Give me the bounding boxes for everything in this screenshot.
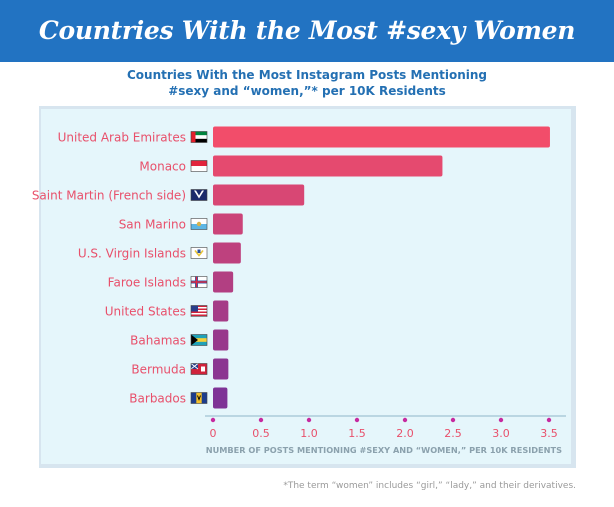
bar (213, 126, 550, 148)
bar (213, 213, 243, 235)
x-tick-dot (258, 417, 264, 423)
x-tick-dot (354, 417, 360, 423)
footnote: *The term “women” includes “girl,” “lady… (283, 481, 576, 491)
x-tick-label: 3.0 (492, 427, 510, 440)
header-banner: Countries With the Most #sexy Women Ment… (0, 0, 614, 107)
bar (213, 242, 241, 264)
bar (213, 358, 229, 380)
x-tick-dot (402, 417, 408, 423)
category-label: Monaco (139, 160, 186, 174)
chart-title-line1: Countries With the Most Instagram Posts … (126, 68, 488, 82)
x-tick-label: 2.0 (396, 427, 414, 440)
category-label: United Arab Emirates (58, 131, 186, 145)
banner-title: Countries With the Most #sexy Women Ment… (38, 16, 576, 107)
x-tick-dot (498, 417, 504, 423)
category-label: San Marino (119, 218, 186, 232)
monaco-flag-icon (190, 160, 208, 172)
bar (213, 329, 229, 351)
san-marino-flag-icon (190, 218, 208, 230)
bar (213, 271, 234, 293)
faroe-islands-flag-icon (190, 276, 208, 288)
x-tick-label: 3.5 (540, 427, 558, 440)
category-label: Saint Martin (French side) (32, 189, 186, 203)
x-tick-dot (546, 417, 552, 423)
saint-martin-flag-icon (190, 189, 208, 201)
x-tick-dot (210, 417, 216, 423)
chart-title: Countries With the Most Instagram Posts … (40, 67, 574, 99)
category-label: United States (105, 305, 186, 319)
category-label: Barbados (129, 392, 186, 406)
x-tick-label: 2.5 (444, 427, 462, 440)
bar (213, 184, 305, 206)
x-tick-label: 1.0 (300, 427, 318, 440)
uae-flag-icon (190, 131, 208, 143)
bahamas-flag-icon (190, 334, 208, 346)
x-tick-label: 0 (210, 427, 217, 440)
bermuda-flag-icon (190, 363, 208, 375)
chart-title-line2: #sexy and “women,”* per 10K Residents (168, 84, 446, 98)
bar (213, 300, 229, 322)
x-axis-title: NUMBER OF POSTS MENTIONING #SEXY AND “WO… (206, 445, 562, 455)
us-virgin-islands-flag-icon (190, 247, 208, 259)
barbados-flag-icon (190, 392, 208, 404)
category-label: U.S. Virgin Islands (78, 247, 186, 261)
x-tick-dot (306, 417, 312, 423)
united-states-flag-icon (190, 305, 208, 317)
category-label: Bermuda (131, 363, 186, 377)
x-tick-label: 1.5 (348, 427, 366, 440)
bar (213, 387, 228, 409)
category-label: Faroe Islands (108, 276, 186, 290)
category-label: Bahamas (130, 334, 186, 348)
x-tick-label: 0.5 (252, 427, 270, 440)
x-tick-dot (450, 417, 456, 423)
bar (213, 155, 443, 177)
